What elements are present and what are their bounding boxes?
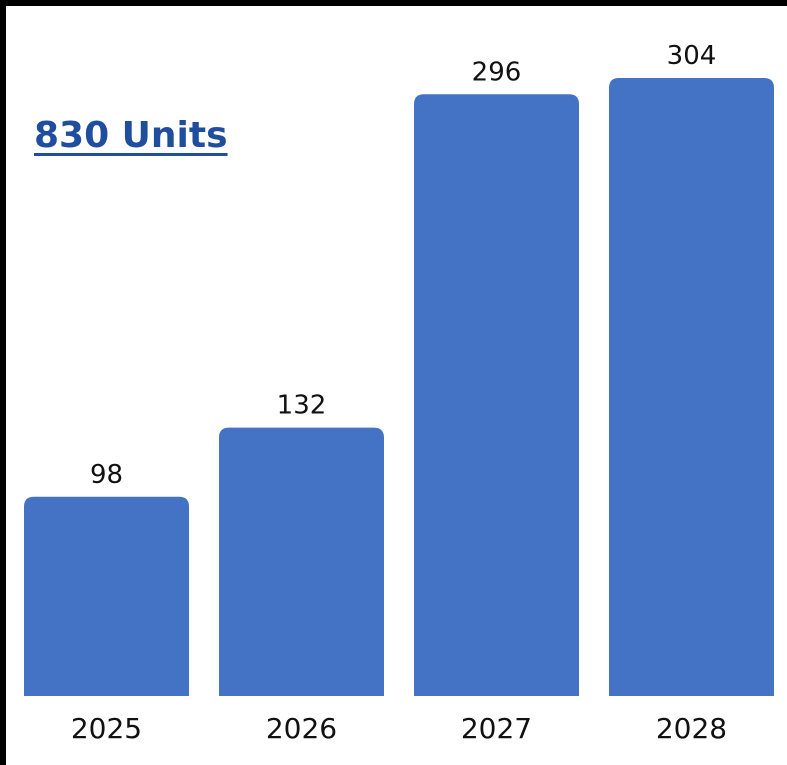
data-label-2025: 98 (90, 460, 123, 490)
x-tick-label-2027: 2027 (461, 712, 532, 745)
data-label-2027: 296 (472, 57, 522, 87)
bar-2025 (24, 496, 189, 696)
bar-2026 (219, 427, 384, 696)
x-tick-label-2028: 2028 (656, 712, 727, 745)
data-label-2028: 304 (667, 41, 717, 71)
bar-2028 (609, 78, 774, 696)
x-tick-label-2026: 2026 (266, 712, 337, 745)
bar-2027 (414, 94, 579, 696)
x-tick-label-2025: 2025 (71, 712, 142, 745)
data-label-2026: 132 (277, 391, 327, 421)
headline-total-units: 830 Units (34, 115, 228, 156)
